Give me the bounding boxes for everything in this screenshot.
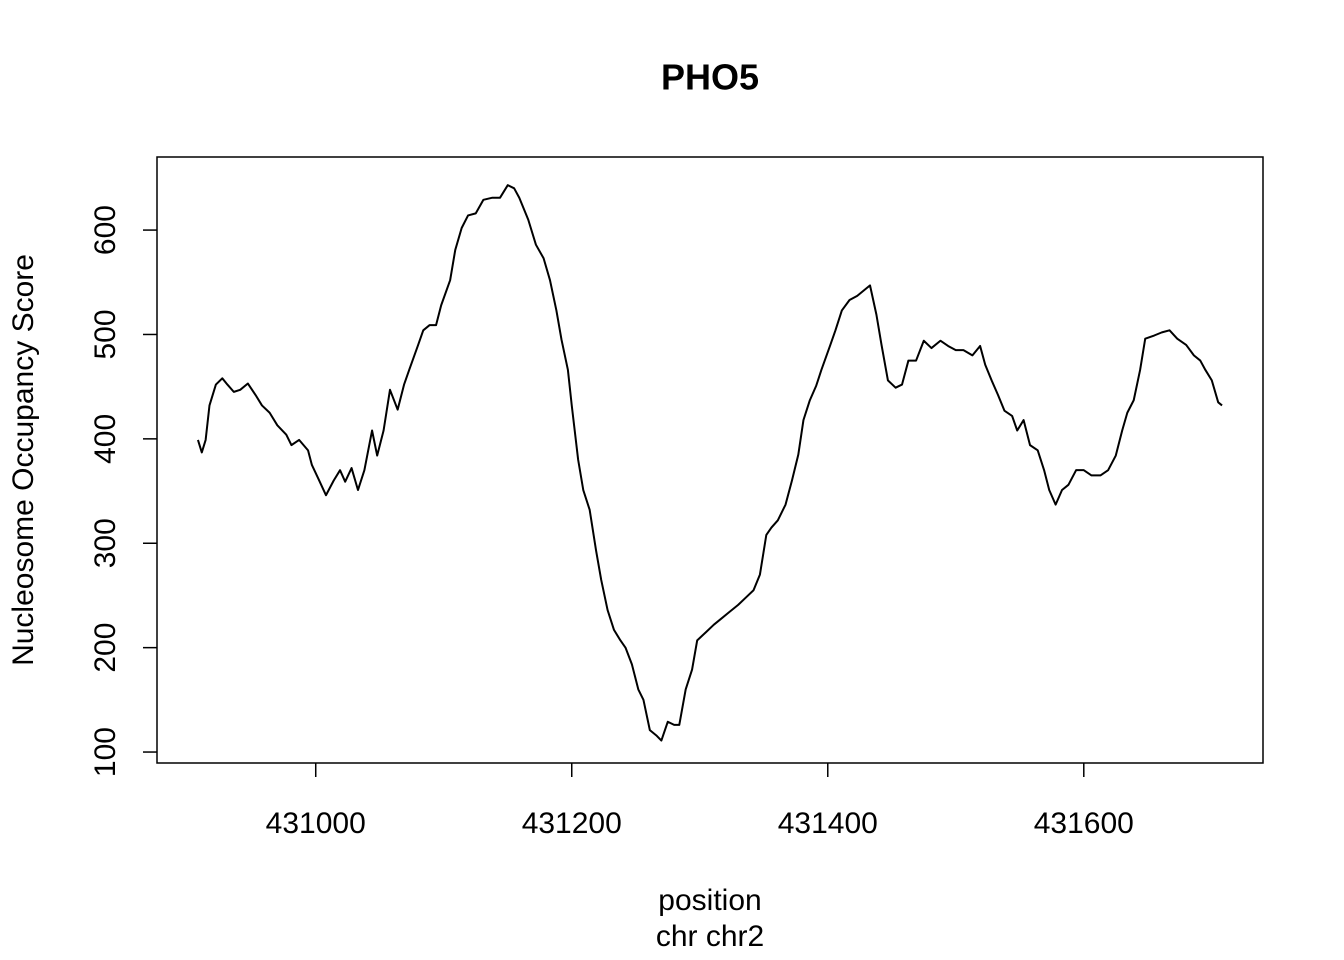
x-tick-label: 431600 bbox=[1034, 807, 1134, 840]
y-axis-label: Nucleosome Occupancy Score bbox=[7, 254, 40, 666]
data-line bbox=[197, 184, 1223, 742]
x-axis-label: position bbox=[658, 884, 761, 917]
x-tick-label: 431000 bbox=[266, 807, 366, 840]
y-tick-label: 300 bbox=[89, 518, 122, 568]
y-tick-label: 100 bbox=[89, 727, 122, 777]
y-tick-label: 200 bbox=[89, 623, 122, 673]
plot-frame bbox=[156, 156, 1264, 764]
y-tick-label: 600 bbox=[89, 205, 122, 255]
y-tick-label: 400 bbox=[89, 414, 122, 464]
y-tick-label: 500 bbox=[89, 309, 122, 359]
chart-title: PHO5 bbox=[661, 57, 759, 98]
x-tick-label: 431400 bbox=[778, 807, 878, 840]
subtitle: chr chr2 bbox=[656, 920, 764, 953]
x-tick-label: 431200 bbox=[522, 807, 622, 840]
